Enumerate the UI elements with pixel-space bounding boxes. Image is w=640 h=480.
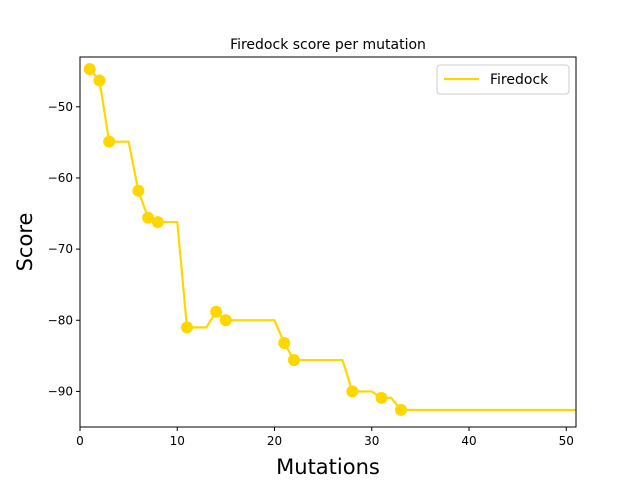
plot-frame (79, 56, 577, 428)
legend: Firedock (436, 64, 570, 95)
series-layer (83, 63, 576, 416)
data-point (151, 216, 164, 229)
x-tick-label: 0 (76, 434, 84, 448)
x-tick-label: 30 (364, 434, 379, 448)
data-point (278, 337, 291, 350)
y-tick-label: −80 (48, 313, 73, 327)
series-firedock (83, 63, 576, 416)
series-line (88, 68, 576, 412)
y-tick-label: −50 (48, 100, 73, 114)
data-point (83, 63, 96, 76)
data-point (346, 385, 359, 398)
y-tick-label: −90 (48, 384, 73, 398)
data-point (93, 74, 106, 87)
x-tick-label: 40 (461, 434, 476, 448)
legend-box (436, 64, 570, 95)
data-point (142, 211, 155, 224)
data-point (103, 135, 116, 148)
y-axis: −90 −80 −70 −60 −50 (48, 100, 80, 398)
y-tick-label: −60 (48, 171, 73, 185)
data-point (180, 321, 193, 334)
y-tick-label: −70 (48, 242, 73, 256)
chart-title: Firedock score per mutation (230, 37, 426, 53)
x-axis: 0 10 20 30 40 50 (76, 427, 574, 448)
legend-entry-firedock: Firedock (490, 72, 549, 88)
data-point (132, 184, 145, 197)
data-point (219, 314, 232, 327)
data-point (210, 305, 223, 318)
data-point (394, 403, 407, 416)
x-tick-label: 10 (170, 434, 185, 448)
x-tick-label: 50 (559, 434, 574, 448)
x-axis-label: Mutations (276, 455, 380, 479)
x-tick-label: 20 (267, 434, 282, 448)
y-axis-label: Score (13, 213, 37, 272)
data-point (375, 391, 388, 404)
data-point (287, 354, 300, 367)
